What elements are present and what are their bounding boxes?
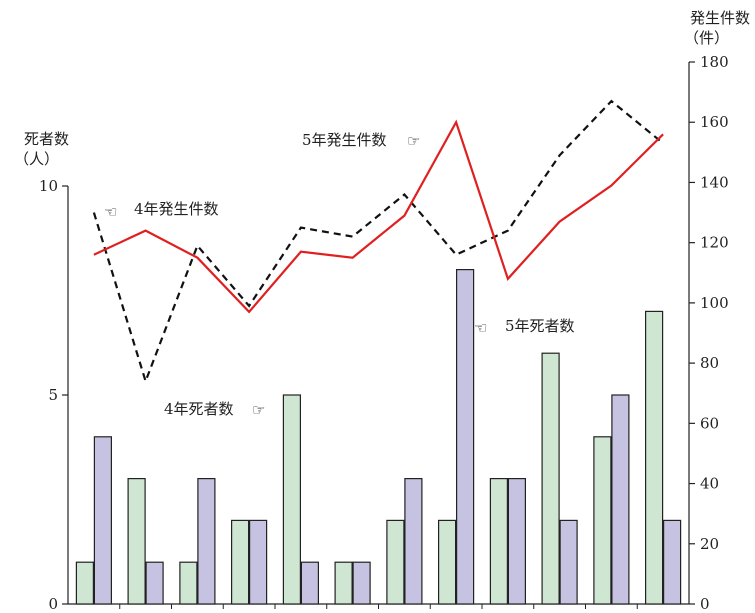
right-axis-unit: （件） (684, 29, 729, 47)
bar-5-5 (300, 561, 319, 605)
right-tick-label: 140 (700, 173, 729, 191)
bar-4-12 (644, 310, 664, 605)
left-tick-label: 5 (48, 386, 58, 404)
bars-layer (75, 269, 682, 609)
bar-4-3 (179, 561, 198, 605)
left-ticks: 0 5 10 (39, 177, 68, 613)
bar-4-4 (231, 519, 250, 605)
right-tick-label: 40 (700, 475, 719, 493)
annotation-line-5-text: 5年発生件数 (302, 131, 387, 149)
right-axis-title: 発生件数 (690, 9, 750, 27)
annotation-bar-5-text: 5年死者数 (505, 317, 575, 335)
bar-5-4 (249, 519, 268, 605)
left-axis-title: 死者数 (24, 130, 69, 148)
bar-4-8 (438, 519, 457, 605)
line-4 (92, 99, 664, 385)
bar-5-7 (404, 478, 423, 605)
left-tick-label: 10 (39, 177, 58, 195)
bar-5-9 (507, 478, 526, 605)
right-tick-label: 80 (700, 354, 719, 372)
right-tick-label: 120 (700, 234, 729, 252)
bar-5-12 (662, 519, 682, 605)
right-tick-label: 180 (700, 53, 729, 71)
bar-5-3 (197, 478, 216, 605)
annotation-bar-5: ☜ 5年死者数 (474, 317, 575, 337)
bar-5-11 (611, 394, 630, 605)
bar-4-10 (541, 352, 560, 605)
bar-5-1 (93, 436, 113, 605)
bar-4-11 (593, 436, 612, 605)
left-tick-label: 0 (48, 595, 58, 613)
hand-icon: ☞ (407, 132, 420, 150)
bar-4-2 (127, 478, 146, 605)
bar-4-9 (489, 478, 508, 605)
bar-5-8 (456, 269, 475, 605)
bar-5-2 (145, 561, 164, 605)
hand-icon: ☞ (252, 401, 265, 419)
annotation-line-4: ☜ 4年発生件数 (104, 200, 219, 221)
bar-4-5 (282, 394, 301, 605)
right-tick-label: 0 (700, 595, 710, 613)
bar-5-10 (559, 519, 578, 605)
bar-4-6 (334, 561, 353, 605)
right-tick-label: 100 (700, 294, 729, 312)
annotation-line-4-text: 4年発生件数 (134, 200, 219, 218)
hand-icon: ☜ (104, 203, 117, 221)
hand-icon: ☜ (474, 319, 487, 337)
right-tick-label: 20 (700, 535, 719, 553)
right-ticks: 0 20 40 60 80 100 120 140 160 180 (689, 53, 729, 613)
annotation-bar-4: 4年死者数 ☞ (164, 400, 265, 419)
line-5 (93, 119, 664, 314)
annotation-bar-4-text: 4年死者数 (164, 400, 234, 418)
right-tick-label: 60 (700, 414, 719, 432)
bar-4-1 (75, 561, 95, 605)
bar-4-7 (386, 519, 405, 605)
annotation-line-5: 5年発生件数 ☞ (302, 131, 420, 150)
bar-5-6 (352, 561, 371, 605)
right-tick-label: 160 (700, 113, 729, 131)
lines-layer (92, 99, 664, 385)
left-axis-unit: （人） (14, 150, 59, 168)
